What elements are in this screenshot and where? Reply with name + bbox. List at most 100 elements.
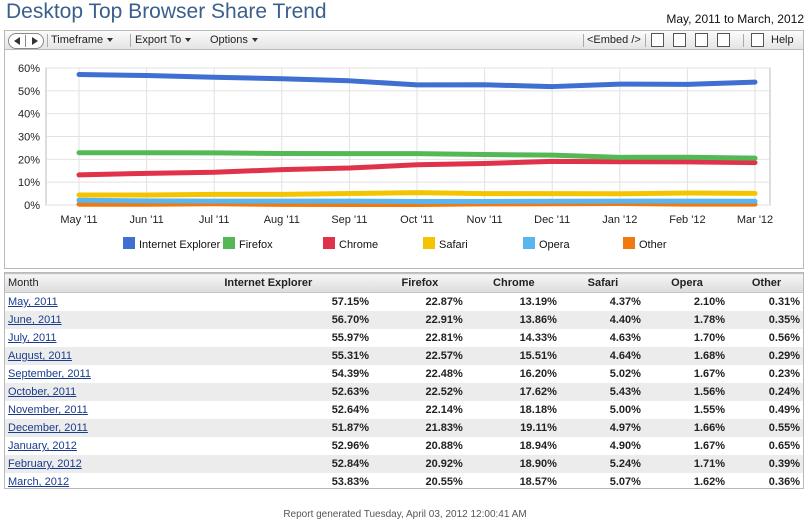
- column-header[interactable]: Safari: [560, 273, 645, 293]
- month-link[interactable]: October, 2011: [8, 386, 77, 398]
- column-header[interactable]: Chrome: [466, 273, 561, 293]
- share-value: 1.67%: [693, 440, 726, 452]
- share-value: 18.57%: [519, 476, 557, 488]
- x-tick-label: Feb '12: [669, 214, 705, 226]
- month-link[interactable]: December, 2011: [8, 422, 88, 434]
- share-value: 0.55%: [729, 419, 804, 437]
- share-value: 1.62%: [693, 476, 726, 488]
- legend-label: Opera: [539, 239, 570, 251]
- timeframe-menu[interactable]: Timeframe: [51, 34, 114, 46]
- y-tick-label: 20%: [18, 154, 40, 166]
- x-tick-label: Jul '11: [199, 214, 230, 226]
- export-to-menu[interactable]: Export To: [135, 34, 192, 46]
- chevron-down-icon: [107, 38, 114, 42]
- month-link[interactable]: May, 2011: [8, 296, 58, 308]
- share-value: 57.15%: [331, 296, 369, 308]
- series-line: [76, 72, 758, 90]
- share-value: 4.63%: [609, 332, 641, 344]
- print-icon[interactable]: [695, 33, 708, 47]
- table-row: November, 2011 52.64% 22.14% 18.18% 5.00% 1.5…: [4, 401, 804, 419]
- columns-icon[interactable]: [651, 33, 664, 47]
- share-value: 55.97%: [331, 332, 369, 344]
- month-link[interactable]: February, 2012: [8, 458, 82, 470]
- share-value: 4.37%: [609, 296, 641, 308]
- chevron-down-icon: [251, 38, 258, 42]
- page-icon[interactable]: [717, 33, 730, 47]
- column-header[interactable]: Month: [4, 273, 164, 293]
- table-row: June, 2011 56.70% 22.91% 13.86% 4.40% 1.78% 0.…: [4, 311, 804, 329]
- table-row: September, 2011 54.39% 22.48% 16.20% 5.02% 1.…: [4, 365, 804, 383]
- share-value: 14.33%: [519, 332, 557, 344]
- legend-label: Firefox: [239, 239, 273, 251]
- month-link[interactable]: September, 2011: [8, 368, 91, 380]
- share-value: 4.40%: [560, 311, 645, 329]
- month-link[interactable]: August, 2011: [8, 350, 73, 362]
- next-arrow-icon[interactable]: [32, 37, 38, 45]
- month-link-cell[interactable]: February, 2012: [4, 455, 164, 473]
- series-line: [76, 201, 758, 207]
- share-value: 1.68%: [644, 347, 730, 365]
- table-row: October, 2011 52.63% 22.52% 17.62% 5.43% 1.56…: [4, 383, 804, 401]
- month-link-cell[interactable]: June, 2011: [4, 311, 164, 329]
- share-value: 22.57%: [373, 347, 467, 365]
- month-link[interactable]: November, 2011: [8, 404, 88, 416]
- help-icon[interactable]: [751, 33, 764, 47]
- legend-swatch: [523, 237, 535, 249]
- share-value: 20.88%: [425, 440, 463, 452]
- share-value: 4.90%: [609, 440, 641, 452]
- share-value: 0.24%: [729, 383, 804, 401]
- table-row: December, 2011 51.87% 21.83% 19.11% 4.97% 1.6…: [4, 419, 804, 437]
- share-value: 16.20%: [519, 368, 557, 380]
- x-tick-label: Jun '11: [129, 214, 163, 226]
- share-value: 55.31%: [163, 347, 373, 365]
- nav-buttons[interactable]: [8, 33, 44, 49]
- month-link-cell[interactable]: October, 2011: [4, 383, 164, 401]
- share-value: 1.56%: [644, 383, 730, 401]
- share-value: 22.48%: [425, 368, 463, 380]
- month-link-cell[interactable]: May, 2011: [4, 293, 164, 312]
- y-tick-label: 60%: [18, 63, 40, 75]
- prev-arrow-icon[interactable]: [14, 37, 20, 45]
- share-value: 1.70%: [693, 332, 726, 344]
- column-header[interactable]: Firefox: [373, 273, 467, 293]
- report-footer: Report generated Tuesday, April 03, 2012…: [283, 509, 527, 520]
- month-link-cell[interactable]: July, 2011: [4, 329, 164, 347]
- table-row: January, 2012 52.96% 20.88% 18.94% 4.90% 1.67…: [4, 437, 804, 455]
- help-button[interactable]: Help: [771, 34, 794, 46]
- month-link-cell[interactable]: March, 2012: [4, 473, 164, 491]
- page-title: Desktop Top Browser Share Trend: [6, 0, 327, 23]
- x-tick-label: Aug '11: [264, 214, 300, 226]
- month-link-cell[interactable]: August, 2011: [4, 347, 164, 365]
- share-value: 1.67%: [693, 368, 726, 380]
- x-tick-label: Mar '12: [737, 214, 773, 226]
- table-header: Month Internet Explorer Firefox Chrome Safar…: [4, 273, 804, 293]
- month-link[interactable]: March, 2012: [8, 476, 70, 488]
- share-value: 22.52%: [373, 383, 467, 401]
- legend-label: Internet Explorer: [139, 239, 221, 251]
- column-header[interactable]: Other: [729, 273, 804, 293]
- share-value: 5.02%: [609, 368, 641, 380]
- table-row: July, 2011 55.97% 22.81% 14.33% 4.63% 1.70% 0.…: [4, 329, 804, 347]
- embed-button[interactable]: <Embed />: [587, 34, 641, 46]
- column-header[interactable]: Internet Explorer: [163, 273, 373, 293]
- column-header[interactable]: Opera: [644, 273, 730, 293]
- month-link[interactable]: June, 2011: [8, 314, 62, 326]
- share-value: 2.10%: [693, 296, 726, 308]
- month-link-cell[interactable]: December, 2011: [4, 419, 164, 437]
- table-row: February, 2012 52.84% 20.92% 18.90% 5.24% 1.7…: [4, 455, 804, 473]
- share-value: 22.91%: [373, 311, 467, 329]
- share-value: 52.96%: [331, 440, 369, 452]
- legend-label: Safari: [439, 239, 468, 251]
- zoom-icon[interactable]: [673, 33, 686, 47]
- share-value: 1.78%: [644, 311, 730, 329]
- month-link-cell[interactable]: September, 2011: [4, 365, 164, 383]
- share-value: 52.64%: [331, 404, 369, 416]
- options-menu[interactable]: Options: [210, 34, 258, 46]
- share-value: 5.24%: [560, 455, 645, 473]
- month-link[interactable]: January, 2012: [8, 440, 77, 452]
- month-link-cell[interactable]: January, 2012: [4, 437, 164, 455]
- month-link-cell[interactable]: November, 2011: [4, 401, 164, 419]
- legend-swatch: [123, 237, 135, 249]
- share-value: 21.83%: [373, 419, 467, 437]
- month-link[interactable]: July, 2011: [8, 332, 57, 344]
